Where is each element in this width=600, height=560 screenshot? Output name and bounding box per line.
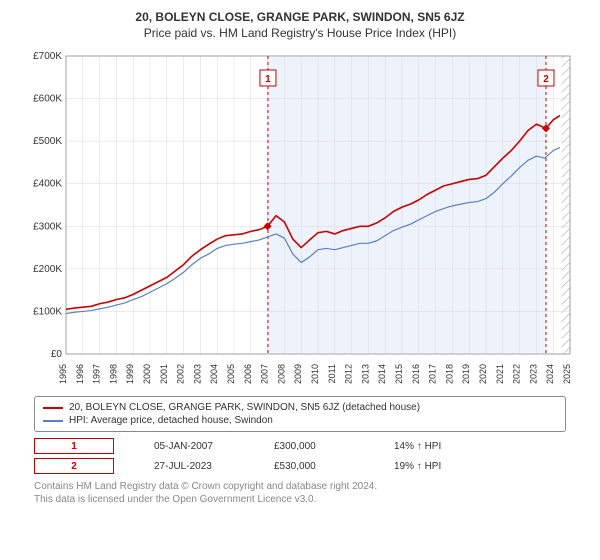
marker-delta-1: 14% ↑ HPI	[394, 441, 474, 452]
attribution: Contains HM Land Registry data © Crown c…	[34, 480, 566, 506]
svg-text:1997: 1997	[92, 364, 102, 384]
legend-row-2: HPI: Average price, detached house, Swin…	[43, 414, 557, 427]
svg-text:2007: 2007	[260, 364, 270, 384]
chart-area: £0 £100K £200K £300K £400K £500K £600K £700K 199…	[20, 48, 580, 388]
marker-row-1: 1 05-JAN-2007 £300,000 14% ↑ HPI	[34, 438, 566, 454]
svg-text:2014: 2014	[377, 364, 387, 384]
legend-label-2: HPI: Average price, detached house, Swin…	[69, 415, 273, 426]
svg-text:£200K: £200K	[33, 264, 62, 275]
svg-text:2009: 2009	[293, 364, 303, 384]
svg-text:1998: 1998	[108, 364, 118, 384]
svg-text:2016: 2016	[411, 364, 421, 384]
svg-text:2011: 2011	[327, 364, 337, 383]
svg-text:2021: 2021	[495, 364, 505, 384]
attribution-line-1: Contains HM Land Registry data © Crown c…	[34, 480, 566, 493]
svg-text:2004: 2004	[209, 364, 219, 384]
svg-text:2017: 2017	[428, 364, 438, 384]
svg-text:2005: 2005	[226, 364, 236, 384]
legend-swatch-1	[43, 407, 63, 409]
svg-text:2006: 2006	[243, 364, 253, 384]
svg-text:2001: 2001	[159, 364, 169, 384]
svg-text:£100K: £100K	[33, 306, 62, 317]
svg-text:1996: 1996	[75, 364, 85, 384]
legend-swatch-2	[43, 420, 63, 422]
legend-row-1: 20, BOLEYN CLOSE, GRANGE PARK, SWINDON, …	[43, 401, 557, 414]
svg-text:£700K: £700K	[33, 51, 62, 62]
svg-text:2018: 2018	[444, 364, 454, 384]
legend: 20, BOLEYN CLOSE, GRANGE PARK, SWINDON, …	[34, 396, 566, 432]
svg-text:2023: 2023	[528, 364, 538, 384]
chart-container: 20, BOLEYN CLOSE, GRANGE PARK, SWINDON, …	[0, 0, 600, 522]
svg-text:£600K: £600K	[33, 94, 62, 105]
svg-text:2022: 2022	[512, 364, 522, 384]
chart-svg: £0 £100K £200K £300K £400K £500K £600K £700K 199…	[20, 48, 580, 388]
title-block: 20, BOLEYN CLOSE, GRANGE PARK, SWINDON, …	[12, 10, 588, 40]
svg-text:2000: 2000	[142, 364, 152, 384]
chart-subtitle: Price paid vs. HM Land Registry's House …	[12, 26, 588, 40]
marker-date-1: 05-JAN-2007	[154, 441, 234, 452]
marker-delta-2: 19% ↑ HPI	[394, 461, 474, 472]
svg-text:2019: 2019	[461, 364, 471, 384]
chart-title: 20, BOLEYN CLOSE, GRANGE PARK, SWINDON, …	[12, 10, 588, 24]
svg-text:£400K: £400K	[33, 179, 62, 190]
marker-price-2: £530,000	[274, 461, 354, 472]
attribution-line-2: This data is licensed under the Open Gov…	[34, 493, 566, 506]
svg-text:2015: 2015	[394, 364, 404, 384]
svg-text:2013: 2013	[360, 364, 370, 384]
marker-row-2: 2 27-JUL-2023 £530,000 19% ↑ HPI	[34, 458, 566, 474]
svg-text:£300K: £300K	[33, 221, 62, 232]
svg-text:1999: 1999	[125, 364, 135, 384]
svg-text:2012: 2012	[344, 364, 354, 384]
marker-date-2: 27-JUL-2023	[154, 461, 234, 472]
svg-text:2025: 2025	[562, 364, 572, 384]
svg-text:2003: 2003	[192, 364, 202, 384]
svg-text:2002: 2002	[176, 364, 186, 384]
marker-badge-1: 1	[34, 438, 114, 454]
marker-badge-2: 2	[34, 458, 114, 474]
svg-text:2: 2	[543, 74, 549, 85]
svg-text:2024: 2024	[545, 364, 555, 384]
svg-text:£0: £0	[51, 349, 63, 360]
svg-text:£500K: £500K	[33, 136, 62, 147]
svg-text:1995: 1995	[58, 364, 68, 384]
markers-table: 1 05-JAN-2007 £300,000 14% ↑ HPI 2 27-JU…	[34, 438, 566, 474]
svg-text:2010: 2010	[310, 364, 320, 384]
svg-text:2008: 2008	[276, 364, 286, 384]
marker-price-1: £300,000	[274, 441, 354, 452]
svg-text:1: 1	[265, 74, 271, 85]
legend-label-1: 20, BOLEYN CLOSE, GRANGE PARK, SWINDON, …	[69, 402, 420, 413]
svg-text:2020: 2020	[478, 364, 488, 384]
